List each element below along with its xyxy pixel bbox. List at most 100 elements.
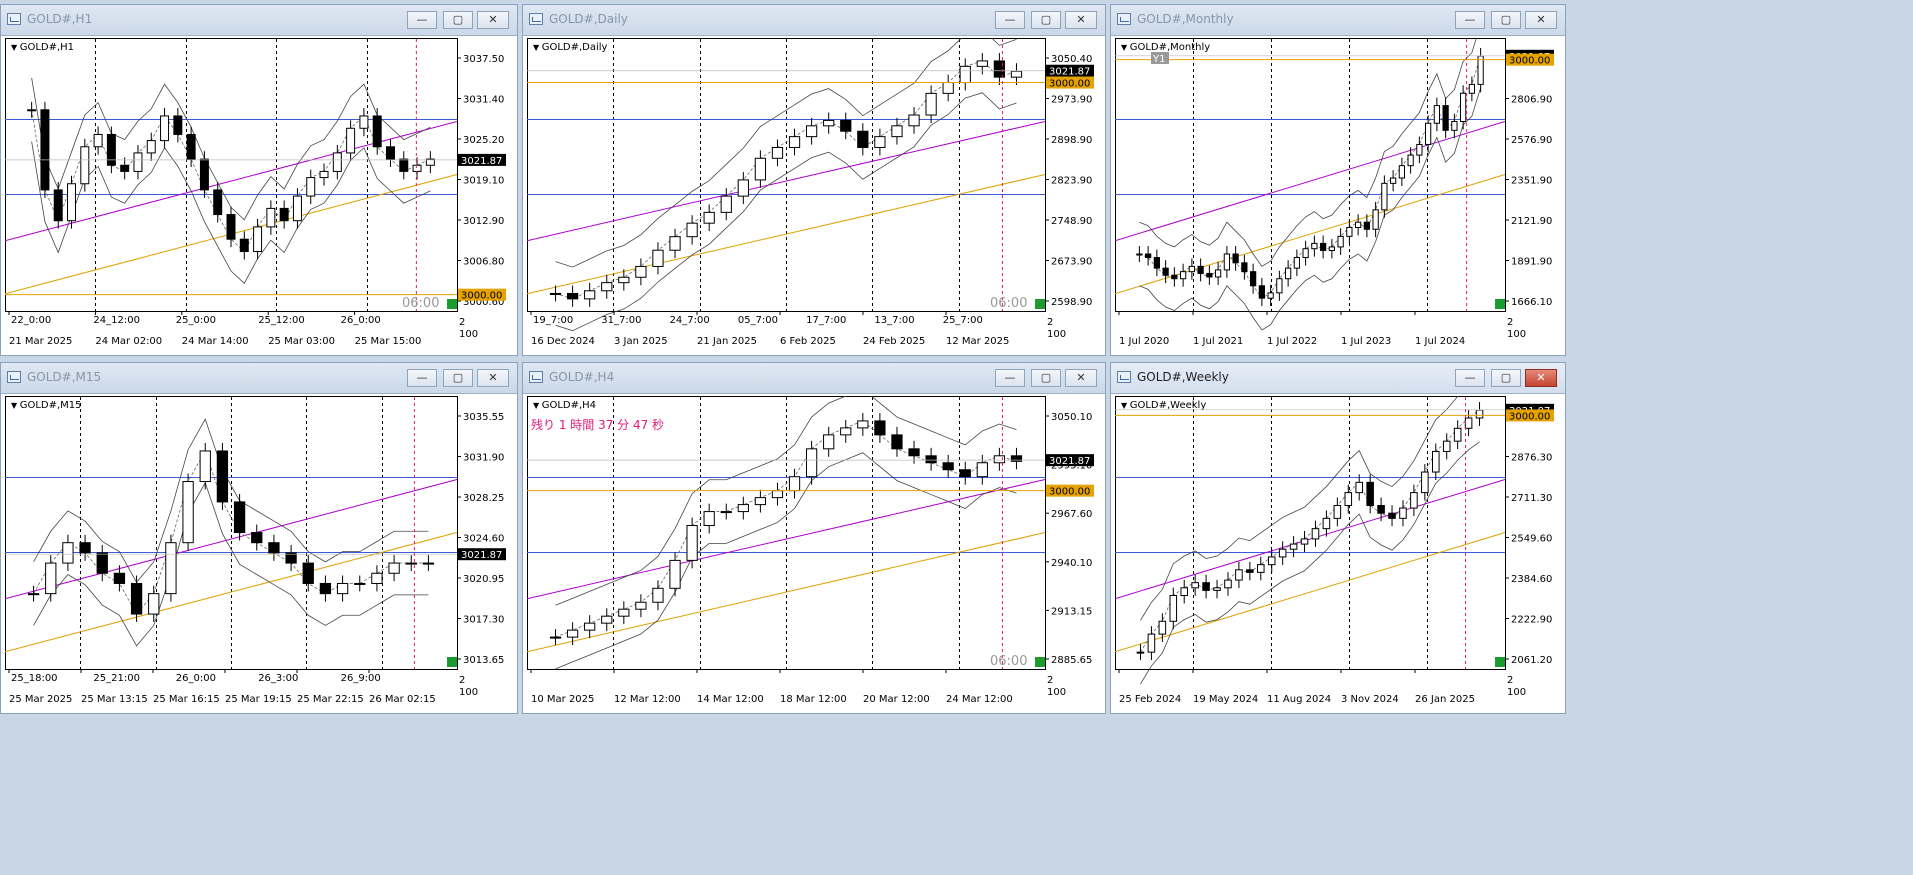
maximize-button[interactable]: ▢: [1491, 11, 1521, 29]
trend-line: [527, 121, 1046, 242]
minimize-button[interactable]: —: [407, 11, 437, 29]
candle-body: [359, 115, 369, 129]
minimize-button[interactable]: —: [1455, 11, 1485, 29]
minimize-button[interactable]: —: [995, 11, 1025, 29]
candle-body: [302, 562, 314, 584]
maximize-button[interactable]: ▢: [1031, 11, 1061, 29]
candle-body: [635, 601, 647, 610]
chart-window-m15[interactable]: GOLD#,M15 — ▢ ✕ GOLD#,M153035.553031.903…: [0, 362, 518, 714]
candle-body: [1464, 417, 1473, 429]
minimize-button[interactable]: —: [995, 369, 1025, 387]
candle-body: [1366, 481, 1374, 506]
price-axis-label: 3031.40: [463, 95, 504, 106]
chart-plot-area[interactable]: GOLD#,Daily 3050.40 2973.90 2898.90 2823.90 2…: [527, 38, 1101, 351]
candle-body: [976, 60, 988, 67]
chart-window-weekly[interactable]: GOLD#,Weekly — ▢ ✕ GOLD#,Weekly3031.4028…: [1110, 362, 1566, 714]
chart-plot-area[interactable]: GOLD#,M15 3035.55 3031.90 3028.25 3024.60 302…: [5, 396, 513, 709]
candle-body: [372, 115, 382, 148]
window-titlebar[interactable]: GOLD#,Daily — ▢ ✕: [523, 5, 1105, 36]
minimize-button[interactable]: —: [1455, 369, 1485, 387]
window-titlebar[interactable]: GOLD#,H4 — ▢ ✕: [523, 363, 1105, 394]
maximize-button[interactable]: ▢: [443, 369, 473, 387]
candle-body: [1197, 265, 1204, 274]
price-axis-label: 3020.95: [463, 574, 504, 585]
chart-window-daily[interactable]: GOLD#,Daily — ▢ ✕ GOLD#,Daily 3050.40 2973…: [522, 4, 1106, 356]
channel-line: [1115, 532, 1506, 653]
candle-body: [1346, 227, 1353, 237]
candle-body: [1475, 409, 1484, 419]
price-axis-label: 3025.20: [463, 135, 504, 146]
candle-body: [788, 136, 801, 148]
candle-body: [840, 119, 852, 132]
candle-body: [239, 238, 249, 253]
chart-window-h1[interactable]: GOLD#,H1 — ▢ ✕ GOLD#,H1 3037.50 3031.40 302…: [0, 4, 518, 356]
candle-body: [720, 511, 732, 514]
price-axis-label: 1666.10: [1511, 297, 1552, 308]
chart-symbol-label: GOLD#,H1: [11, 42, 74, 53]
maximize-button[interactable]: ▢: [443, 11, 473, 29]
candle-body: [120, 164, 130, 172]
candle-body: [1468, 83, 1475, 94]
green-marker: [1495, 299, 1505, 309]
date-axis-label: 25 Mar 19:15: [225, 694, 292, 705]
candle-body: [1410, 492, 1418, 509]
trend-line: [1115, 121, 1506, 242]
green-marker: [447, 657, 457, 667]
candle-body: [1355, 221, 1362, 228]
bollinger-lower: [33, 481, 429, 647]
candle-body: [27, 109, 37, 112]
chart-plot-area[interactable]: GOLD#,Weekly3031.402876.302711.302549.60…: [1115, 396, 1561, 709]
price-axis-label: 3024.60: [463, 534, 504, 545]
level-tag-bg: [1506, 409, 1554, 422]
green-marker: [447, 299, 457, 309]
period-badge: Y1: [1152, 54, 1165, 65]
candle-body: [737, 504, 749, 513]
price-axis-label: 2913.15: [1051, 606, 1092, 617]
minimize-button[interactable]: —: [407, 369, 437, 387]
candle-body: [1377, 504, 1385, 514]
current-price-tag: 3021.87: [1049, 67, 1090, 78]
candle-body: [1235, 569, 1243, 581]
chart-window-monthly[interactable]: GOLD#,Monthly — ▢ ✕ GOLD#,Monthly3031.40…: [1110, 4, 1566, 356]
chart-window-h4[interactable]: GOLD#,H4 — ▢ ✕ GOLD#,H4 残り 1 時間 37 分 47 秒…: [522, 362, 1106, 714]
candle-body: [1390, 177, 1397, 184]
bollinger-lower: [1140, 441, 1480, 685]
price-chart: 3035.55 3031.90 3028.25 3024.60 3020.95 3017.…: [5, 396, 506, 705]
candle-body: [80, 146, 90, 185]
candle-body: [399, 158, 409, 172]
level-tag-bg: [1046, 484, 1094, 497]
indicator-corner-label: 2: [459, 675, 465, 686]
maximize-button[interactable]: ▢: [1031, 369, 1061, 387]
window-titlebar[interactable]: GOLD#,H1 — ▢ ✕: [1, 5, 517, 36]
candle-body: [601, 282, 613, 292]
window-titlebar[interactable]: GOLD#,M15 — ▢ ✕: [1, 363, 517, 394]
close-button[interactable]: ✕: [1525, 369, 1557, 387]
chart-plot-area[interactable]: GOLD#,H1 3037.50 3031.40 3025.20 3019.10 3012…: [5, 38, 513, 351]
candle-body: [1147, 633, 1156, 653]
time-mark-label: 25_0:00: [176, 315, 216, 326]
chart-plot-area[interactable]: GOLD#,Monthly3031.402806.902576.902351.9…: [1115, 38, 1561, 351]
time-mark-label: 19_7:00: [533, 315, 573, 326]
close-button[interactable]: ✕: [477, 11, 509, 29]
candle-body: [1328, 246, 1335, 251]
close-button[interactable]: ✕: [477, 369, 509, 387]
price-chart: 3031.402806.902576.902351.902121.901891.…: [1115, 38, 1554, 347]
bollinger-lower: [555, 452, 1017, 670]
candle-body: [1300, 538, 1309, 545]
window-titlebar[interactable]: GOLD#,Monthly — ▢ ✕: [1111, 5, 1565, 36]
price-axis-label: 2222.90: [1511, 615, 1552, 626]
maximize-button[interactable]: ▢: [1491, 369, 1521, 387]
close-button[interactable]: ✕: [1065, 11, 1097, 29]
candle-body: [686, 222, 698, 238]
candle-body: [1145, 253, 1152, 259]
current-price-tag: 3021.87: [1049, 456, 1090, 467]
candle-body: [146, 140, 156, 154]
candle-body: [292, 195, 302, 222]
window-titlebar[interactable]: GOLD#,Weekly — ▢ ✕: [1111, 363, 1565, 394]
close-button[interactable]: ✕: [1065, 369, 1097, 387]
date-axis-label: 18 Mar 12:00: [780, 694, 847, 705]
close-button[interactable]: ✕: [1525, 11, 1557, 29]
date-axis-label: 6 Feb 2025: [780, 336, 836, 347]
date-axis-label: 24 Mar 12:00: [946, 694, 1013, 705]
